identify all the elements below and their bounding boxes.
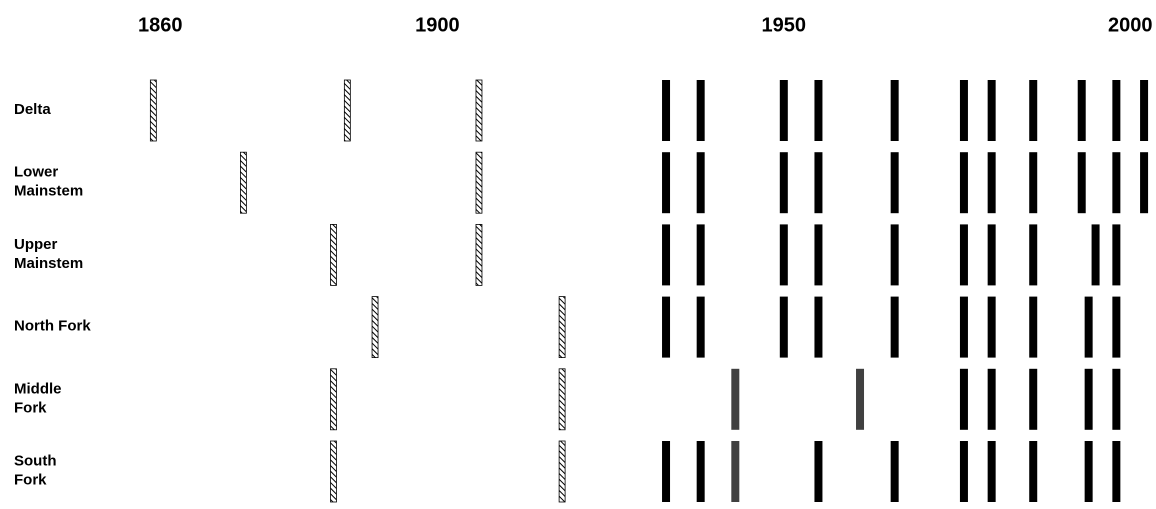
event-bar bbox=[731, 441, 740, 502]
historic-event bbox=[343, 79, 351, 142]
event-bar bbox=[696, 224, 705, 286]
row-label: Fork bbox=[14, 471, 47, 488]
event-bar bbox=[959, 441, 968, 502]
event-bar bbox=[1029, 152, 1038, 214]
event-bar bbox=[856, 368, 865, 430]
event-bar bbox=[1112, 224, 1121, 286]
event-bar bbox=[959, 152, 968, 214]
historic-event bbox=[149, 79, 157, 142]
event-bar bbox=[779, 224, 788, 286]
x-tick-label: 1900 bbox=[415, 14, 460, 36]
event-bar bbox=[1029, 368, 1038, 430]
event-bar bbox=[1140, 80, 1149, 141]
event-bar bbox=[1140, 152, 1149, 214]
historic-event bbox=[330, 368, 337, 431]
event-bar bbox=[814, 80, 823, 141]
event-bar bbox=[987, 152, 996, 214]
event-bar bbox=[814, 296, 823, 358]
historic-event bbox=[558, 296, 566, 359]
event-bar bbox=[890, 80, 899, 141]
event-bar bbox=[1112, 441, 1121, 502]
event-bar bbox=[959, 80, 968, 141]
event-bar bbox=[987, 441, 996, 502]
event-bar bbox=[731, 368, 740, 430]
event-bar bbox=[662, 441, 671, 502]
historic-event bbox=[475, 151, 483, 214]
event-bar bbox=[696, 80, 705, 141]
event-bar bbox=[1077, 80, 1086, 141]
historic-event bbox=[240, 151, 247, 214]
event-bar bbox=[1112, 152, 1121, 214]
event-bar bbox=[959, 224, 968, 286]
row-label: Upper bbox=[14, 236, 58, 253]
event-bar bbox=[814, 441, 823, 502]
historic-event bbox=[475, 223, 483, 286]
event-bar bbox=[890, 441, 899, 502]
historic-event bbox=[330, 440, 337, 503]
event-bar bbox=[814, 224, 823, 286]
row-label: Mainstem bbox=[14, 255, 83, 272]
row-label: North Fork bbox=[14, 318, 91, 335]
row-label: Lower bbox=[14, 164, 58, 181]
event-bar bbox=[696, 296, 705, 358]
event-bar bbox=[696, 152, 705, 214]
event-bar bbox=[814, 152, 823, 214]
row-label: Delta bbox=[14, 101, 51, 118]
x-tick-label: 2000 bbox=[1108, 14, 1153, 36]
event-bar bbox=[959, 368, 968, 430]
event-bar bbox=[890, 224, 899, 286]
row-label: Fork bbox=[14, 399, 47, 416]
x-tick-label: 1860 bbox=[138, 14, 183, 36]
event-bar bbox=[696, 441, 705, 502]
event-bar bbox=[662, 80, 671, 141]
event-bar bbox=[779, 80, 788, 141]
event-bar bbox=[1084, 441, 1093, 502]
row-label: South bbox=[14, 452, 57, 469]
event-bar bbox=[662, 296, 671, 358]
event-bar bbox=[987, 368, 996, 430]
event-bar bbox=[890, 152, 899, 214]
event-bar bbox=[779, 296, 788, 358]
event-bar bbox=[1029, 296, 1038, 358]
event-bar bbox=[1112, 296, 1121, 358]
x-tick-label: 1950 bbox=[762, 14, 807, 36]
historic-event bbox=[558, 368, 566, 431]
event-bar bbox=[1077, 152, 1086, 214]
event-bar bbox=[779, 152, 788, 214]
historic-event bbox=[475, 79, 483, 142]
event-bar bbox=[1112, 368, 1121, 430]
historic-event bbox=[330, 223, 337, 286]
event-bar bbox=[987, 296, 996, 358]
event-bar bbox=[987, 224, 996, 286]
historic-event bbox=[558, 440, 566, 503]
event-bar bbox=[1091, 224, 1100, 286]
event-bar bbox=[662, 152, 671, 214]
event-bar bbox=[1029, 80, 1038, 141]
event-bar bbox=[1029, 441, 1038, 502]
event-bar bbox=[890, 296, 899, 358]
event-bar bbox=[662, 224, 671, 286]
event-bar bbox=[1084, 368, 1093, 430]
event-bar bbox=[1084, 296, 1093, 358]
event-bar bbox=[959, 296, 968, 358]
event-bar bbox=[987, 80, 996, 141]
row-label: Middle bbox=[14, 380, 62, 397]
event-bar bbox=[1029, 224, 1038, 286]
historic-event bbox=[371, 296, 379, 359]
event-bar bbox=[1112, 80, 1121, 141]
row-label: Mainstem bbox=[14, 183, 83, 200]
